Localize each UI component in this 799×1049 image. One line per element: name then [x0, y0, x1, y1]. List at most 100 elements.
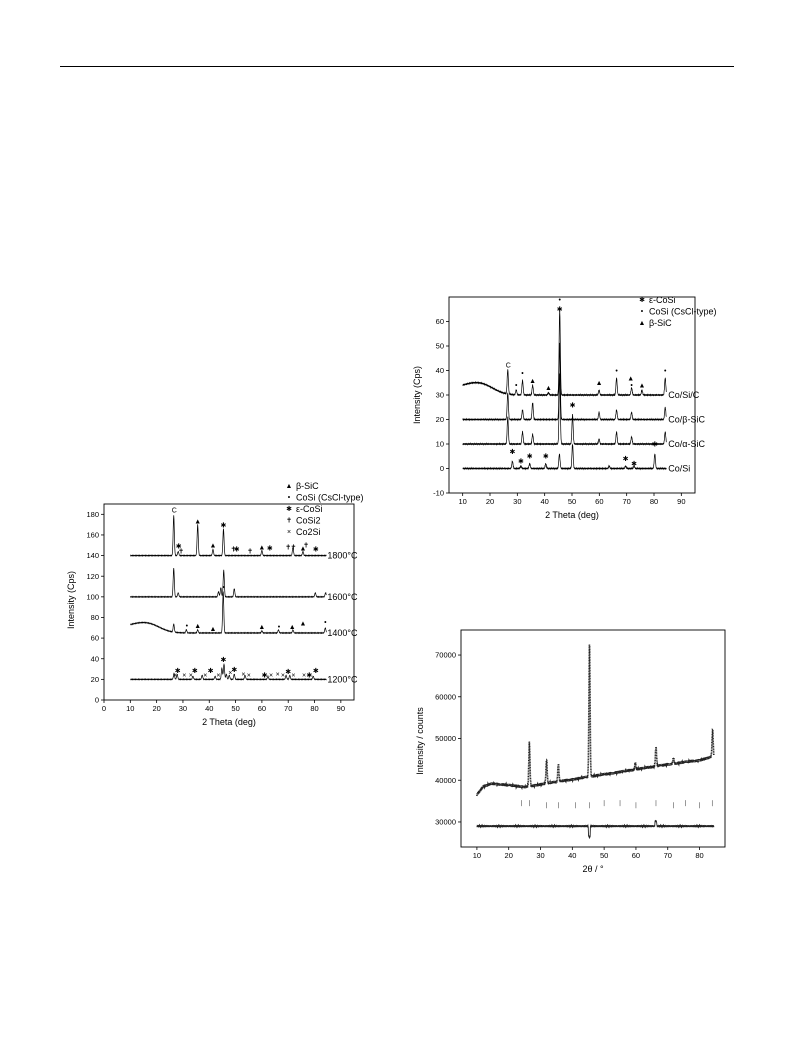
- fig-a-phase-marker: ✝: [285, 543, 291, 551]
- fig-a-ytick-label: 80: [91, 613, 99, 622]
- fig-b-legend-entry: ε-CoSi: [649, 295, 676, 305]
- fig-a-legend-marker: ✱: [286, 505, 292, 513]
- fig-b-xtick-label: 60: [595, 497, 603, 506]
- fig-b-ytick-label: 60: [436, 317, 444, 326]
- fig-b-phase-marker: •: [630, 383, 633, 390]
- fig-a-xtick-label: 70: [284, 704, 292, 713]
- fig-c-xtick-label: 50: [600, 851, 608, 860]
- fig-b-phase-marker: ✱: [518, 458, 524, 466]
- fig-c-xtick-label: 80: [695, 851, 703, 860]
- fig-a-phase-marker: ▲: [289, 624, 296, 631]
- fig-a-ytick-label: 160: [86, 531, 99, 540]
- fig-a-phase-marker: ▲: [209, 626, 216, 633]
- fig-c-difference-curve: [476, 819, 715, 840]
- fig-b-phase-marker: ▲: [545, 385, 552, 392]
- fig-b-series-line: [462, 342, 667, 422]
- fig-b-annotation-c: C: [506, 363, 511, 370]
- fig-a-legend-marker: ▲: [286, 483, 293, 490]
- fig-c-y-axis-label: Intensity / counts: [415, 707, 425, 775]
- fig-a-phase-marker: ✱: [176, 542, 182, 550]
- fig-b-phase-marker: •: [615, 368, 618, 375]
- fig-a-series-line: [130, 662, 327, 681]
- fig-a-phase-marker: ×: [189, 672, 193, 679]
- fig-b-series-line: [462, 443, 667, 471]
- fig-a-xtick-label: 0: [102, 704, 106, 713]
- fig-b-xtick-label: 30: [513, 497, 521, 506]
- fig-c-xtick-label: 70: [664, 851, 672, 860]
- fig-a-phase-marker: ✱: [221, 656, 227, 664]
- fig-a-legend-entry: ε-CoSi: [296, 504, 323, 514]
- fig-a-xtick-label: 60: [258, 704, 266, 713]
- fig-b-ytick-label: 40: [436, 366, 444, 375]
- fig-a-phase-marker: ✱: [306, 671, 312, 679]
- fig-b-series-label: Co/α-SiC: [668, 439, 705, 449]
- fig-b-phase-marker: ▲: [529, 378, 536, 385]
- fig-b-ytick-label: -10: [433, 489, 444, 498]
- fig-b-xtick-label: 50: [568, 497, 576, 506]
- fig-a-xtick-label: 40: [205, 704, 213, 713]
- fig-b-ytick-label: 10: [436, 440, 444, 449]
- fig-a-phase-marker: ×: [203, 672, 207, 679]
- fig-a-ytick-label: 180: [86, 510, 99, 519]
- fig-a-phase-marker: •: [222, 585, 225, 592]
- fig-b-legend-marker: ▲: [639, 320, 646, 327]
- fig-a-phase-marker: ✱: [192, 667, 198, 675]
- fig-b-legend-marker: ✱: [639, 296, 645, 304]
- fig-a-phase-marker: ▲: [209, 542, 216, 549]
- fig-a-phase-marker: ×: [247, 672, 251, 679]
- fig-b-phase-marker: ▲: [627, 375, 634, 382]
- fig-a-phase-marker: ×: [216, 672, 220, 679]
- fig-b-xtick-label: 20: [486, 497, 494, 506]
- fig-a-ytick-label: 100: [86, 592, 99, 601]
- fig-a-plot-frame: [103, 503, 355, 701]
- fig-a-phase-marker: •: [324, 620, 327, 627]
- fig-c-ytick-label: 60000: [435, 692, 456, 701]
- fig-c-xtick-label: 10: [473, 851, 481, 860]
- fig-a-phase-marker: ×: [228, 670, 232, 677]
- fig-a-ytick-label: 60: [91, 634, 99, 643]
- fig-a-annotation-c: C: [172, 507, 177, 514]
- fig-a-phase-marker: ✱: [231, 666, 237, 674]
- fig-b-series-label: Co/β-SiC: [668, 415, 705, 425]
- fig-b-ytick-label: 30: [436, 391, 444, 400]
- fig-a-x-axis-label: 2 Theta (deg): [202, 717, 256, 727]
- fig-b-y-axis-label: Intensity (Cps): [412, 366, 422, 424]
- fig-a-phase-marker: ✝: [231, 545, 237, 553]
- fig-a-series-label: 1800°C: [327, 551, 358, 561]
- fig-c-x-axis-label: 2θ / °: [582, 864, 604, 874]
- fig-b-series-line: [462, 373, 667, 447]
- fig-a-phase-marker: ✝: [178, 548, 184, 556]
- fig-b-phase-marker: ▲: [639, 383, 646, 390]
- fig-c-observed-pattern: [476, 644, 715, 797]
- fig-b-phase-marker: ▲: [596, 380, 603, 387]
- fig-b-series-label: Co/Si: [668, 464, 690, 474]
- fig-a-series-line: [130, 568, 327, 599]
- fig-a-ytick-label: 140: [86, 551, 99, 560]
- fig-a-ytick-label: 20: [91, 675, 99, 684]
- fig-a-ytick-label: 40: [91, 654, 99, 663]
- fig-a-phase-marker: ✱: [208, 667, 214, 675]
- fig-c-ytick-label: 40000: [435, 776, 456, 785]
- fig-b-xtick-label: 10: [458, 497, 466, 506]
- fig-a-legend-marker: •: [288, 495, 291, 502]
- fig-a-series-line: [130, 591, 327, 635]
- fig-a-series-line: [130, 515, 327, 557]
- fig-b-phase-marker: ✱: [570, 401, 576, 409]
- fig-a-phase-marker: ×: [241, 671, 245, 678]
- fig-a-ytick-label: 0: [95, 696, 99, 705]
- fig-c-ytick-label: 50000: [435, 734, 456, 743]
- fig-b-ytick-label: 50: [436, 342, 444, 351]
- fig-b-phase-marker: •: [521, 370, 524, 377]
- fig-a-series-label: 1200°C: [327, 674, 358, 684]
- fig-a-phase-marker: ✱: [313, 667, 319, 675]
- fig-a-phase-marker: ✝: [291, 543, 297, 551]
- fig-b-series-label: Co/Si/C: [668, 390, 700, 400]
- fig-b-phase-marker: ✱: [631, 460, 637, 468]
- fig-c-ytick-label: 30000: [435, 818, 456, 827]
- fig-a-xtick-label: 80: [310, 704, 318, 713]
- fig-b-xtick-label: 40: [540, 497, 548, 506]
- fig-a-legend-entry: β-SiC: [296, 481, 319, 491]
- fig-b-xtick-label: 90: [677, 497, 685, 506]
- fig-b-phase-marker: ✱: [652, 440, 658, 448]
